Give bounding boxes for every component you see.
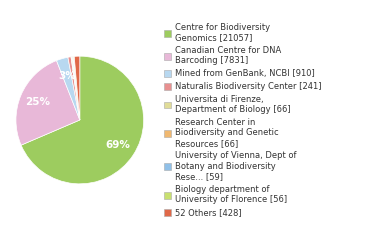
Wedge shape (74, 56, 80, 120)
Wedge shape (73, 56, 80, 120)
Wedge shape (21, 56, 144, 184)
Legend: Centre for Biodiversity
Genomics [21057], Canadian Centre for DNA
Barcoding [783: Centre for Biodiversity Genomics [21057]… (164, 23, 321, 217)
Wedge shape (72, 57, 80, 120)
Text: 69%: 69% (106, 140, 131, 150)
Wedge shape (57, 57, 80, 120)
Text: 25%: 25% (25, 97, 50, 107)
Text: 3%: 3% (58, 71, 76, 81)
Wedge shape (16, 60, 80, 145)
Wedge shape (73, 56, 80, 120)
Wedge shape (71, 57, 80, 120)
Wedge shape (68, 57, 80, 120)
